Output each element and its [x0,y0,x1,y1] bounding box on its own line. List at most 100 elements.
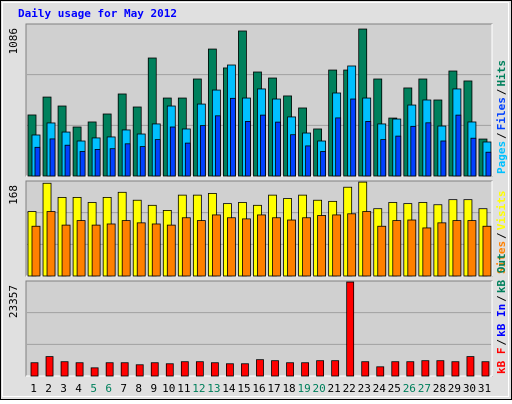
bar [440,140,447,177]
frame-inner [2,2,509,397]
bar [257,214,266,277]
legend-entry: kB F [495,348,508,375]
bar [124,143,131,177]
bar [154,139,161,177]
bar [242,218,251,277]
bar [94,149,101,177]
x-tick-label: 31 [478,382,491,395]
x-tick-label: 18 [282,382,295,395]
bar [317,215,327,277]
bar [425,122,432,177]
x-tick-label: 13 [207,382,220,395]
bar [180,361,189,377]
bar [361,361,370,377]
bar [316,360,325,377]
bar [482,225,492,277]
bar [91,224,101,277]
bar [436,360,445,377]
bar [241,363,249,377]
bar [437,222,447,277]
x-tick-label: 30 [463,382,476,395]
x-tick-label: 23 [358,382,371,395]
bar [90,367,99,377]
bar [451,361,460,377]
bar [184,142,191,177]
bar [290,134,296,177]
bar [64,144,71,177]
bar [135,364,144,377]
x-tick-label: 25 [388,382,401,395]
bar [467,220,477,277]
bar [260,114,266,177]
bar [30,362,39,377]
bar [391,361,400,377]
legend-entry: Pages [495,141,508,174]
bar [392,220,402,277]
bar [181,217,191,277]
x-tick-label: 17 [267,382,280,395]
x-tick-label: 6 [105,382,112,395]
bar [150,362,159,377]
bar [109,148,116,177]
bar [31,225,41,277]
bar [79,151,86,177]
x-tick-label: 20 [313,382,326,395]
bar [302,217,311,277]
bar [350,98,357,177]
bar [76,220,86,277]
bar [470,137,477,177]
bar [377,225,387,277]
bar [466,356,475,377]
legend-entry: Sites [495,241,508,274]
bar [287,219,296,277]
bar [227,217,236,277]
x-tick-label: 1 [30,382,37,395]
bar [421,360,430,377]
x-tick-label: 4 [75,382,82,395]
bar [34,146,41,177]
bar [245,121,251,177]
bar [49,138,56,177]
bar [407,219,417,277]
bar [275,121,281,177]
x-tick-label: 26 [403,382,416,395]
bar [60,361,69,377]
x-tick-label: 22 [343,382,356,395]
bar [169,126,176,177]
bar [139,146,146,177]
bar [422,227,432,277]
x-tick-label: 10 [162,382,175,395]
x-tick-label: 3 [60,382,67,395]
legend-separator: / [495,89,508,96]
bar [199,125,206,177]
bar [395,135,402,177]
y-tick-label: 1086 [7,28,20,55]
x-tick-label: 29 [448,382,461,395]
bar [452,220,462,277]
bar [214,115,221,177]
bar [210,362,219,377]
bar [347,213,357,277]
x-tick-label: 24 [373,382,387,395]
bar [305,145,311,177]
bar [332,214,342,277]
x-tick-label: 9 [150,382,157,395]
legend-entry: Hits [495,60,508,87]
bar [166,224,176,277]
x-tick-label: 28 [433,382,446,395]
x-tick-label: 16 [252,382,265,395]
x-tick-label: 19 [297,382,310,395]
bar [455,114,462,177]
bar [320,151,327,177]
legend-entry: Visits [495,191,508,231]
bar [256,359,264,377]
bar [406,361,415,377]
bar [301,362,309,377]
bar [136,222,146,277]
x-tick-label: 27 [418,382,431,395]
x-tick-label: 14 [222,382,236,395]
bar [346,281,355,377]
bar [121,220,131,277]
